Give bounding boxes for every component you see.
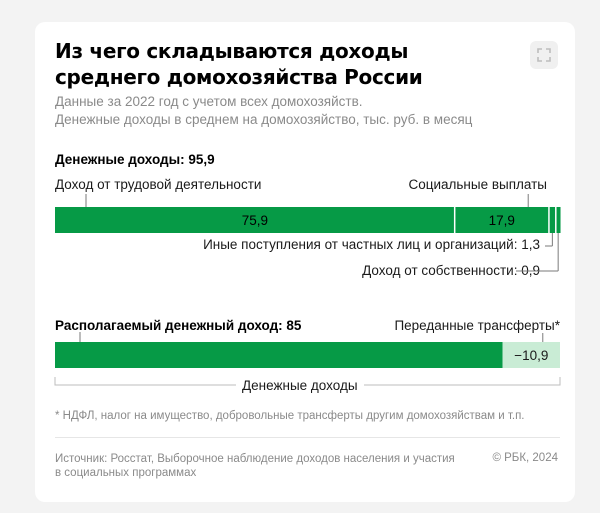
bar2-segment-disposable bbox=[55, 342, 503, 368]
bar1-segment-3 bbox=[548, 207, 556, 233]
bar1-value-label-2: 17,9 bbox=[489, 213, 515, 228]
bar2-title: Располагаемый денежный доход: 85 bbox=[55, 318, 302, 333]
copyright: © РБК, 2024 bbox=[492, 452, 558, 464]
chart-card bbox=[35, 22, 575, 502]
bar1-segment-4 bbox=[555, 207, 561, 233]
bar1-value-label-1: 75,9 bbox=[242, 213, 268, 228]
subtitle-line-2: Денежные доходы в среднем на домохозяйст… bbox=[55, 112, 473, 127]
subtitle-line-1: Данные за 2022 год с учетом всех домохоз… bbox=[55, 94, 363, 109]
divider bbox=[55, 437, 560, 438]
footnote: * НДФЛ, налог на имущество, добровольные… bbox=[55, 410, 525, 422]
source-note: Источник: Росстат, Выборочное наблюдение… bbox=[55, 453, 455, 479]
bar1-segment-1 bbox=[55, 207, 455, 233]
bar2-segment-transfers bbox=[502, 342, 560, 368]
bar1-label-other: Иные поступления от частных лиц и органи… bbox=[203, 237, 540, 252]
chart-title: Из чего складываются доходы среднего дом… bbox=[55, 39, 423, 89]
bar1-label-property: Доход от собственности: 0,9 bbox=[362, 263, 540, 278]
bar1-segment-2 bbox=[454, 207, 549, 233]
bar2-label-transfers: Переданные трансферты* bbox=[394, 318, 560, 333]
bar1-title: Денежные доходы: 95,9 bbox=[55, 152, 215, 167]
bracket-label: Денежные доходы bbox=[236, 378, 364, 393]
bar1-label-labor: Доход от трудовой деятельности bbox=[55, 177, 262, 192]
expand-icon bbox=[537, 48, 551, 62]
bar1-label-social: Социальные выплаты bbox=[408, 177, 547, 192]
expand-button[interactable] bbox=[530, 41, 558, 69]
bar2-value-label-transfers: −10,9 bbox=[514, 348, 548, 363]
